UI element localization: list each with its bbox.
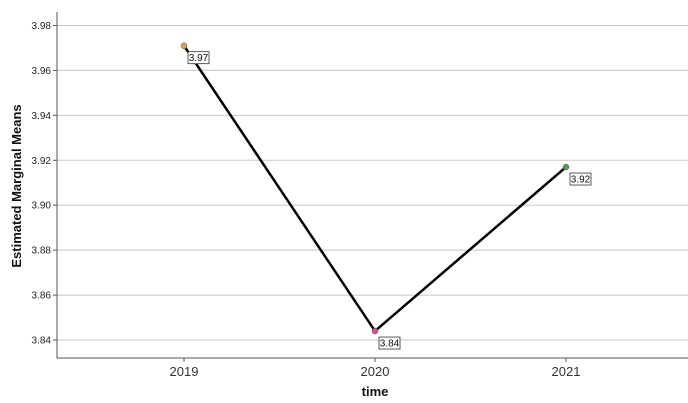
y-tick-label: 3.98: [32, 21, 52, 32]
data-label: 3.97: [187, 51, 210, 65]
data-label-box: [569, 172, 592, 186]
y-tick-label: 3.96: [32, 66, 52, 77]
y-tick-label: 3.88: [32, 246, 52, 257]
y-tick-label: 3.86: [32, 291, 52, 302]
y-tick-label: 3.90: [32, 201, 52, 212]
y-axis-title: Estimated Marginal Means: [9, 104, 24, 267]
y-tick-label: 3.94: [32, 111, 52, 122]
series-line: [182, 45, 567, 333]
data-label-text: 3.97: [189, 53, 209, 64]
data-label-box: [378, 336, 401, 350]
x-tick-label: 2019: [170, 364, 199, 379]
x-axis-ticks: 2019 2020 2021: [170, 358, 581, 379]
series-line-path: [182, 45, 567, 333]
data-point: [180, 42, 188, 49]
grid-lines: [57, 24, 688, 341]
x-axis-title: time: [362, 384, 389, 399]
y-tick-label: 3.84: [32, 336, 52, 347]
data-label-text: 3.84: [380, 339, 400, 350]
x-tick-label: 2021: [552, 364, 581, 379]
data-labels: 3.97 3.84 3.92: [187, 51, 592, 350]
data-label-box: [187, 51, 210, 65]
y-axis-ticks: 3.84 3.86 3.88 3.90 3.92 3.94 3.96 3.98: [32, 21, 57, 347]
data-point: [371, 327, 379, 335]
data-label-text: 3.92: [571, 175, 591, 186]
y-tick-label: 3.92: [32, 156, 52, 167]
data-point: [562, 163, 570, 171]
data-points: [180, 42, 570, 335]
data-label: 3.92: [569, 172, 592, 186]
data-label: 3.84: [378, 336, 401, 350]
x-tick-label: 2020: [361, 364, 390, 379]
axes: [56, 12, 688, 359]
